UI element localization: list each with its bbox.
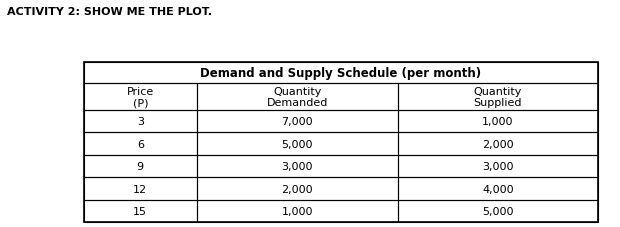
Text: 5,000: 5,000	[281, 139, 313, 149]
Text: market. Analyze and explain the graph/s with at least 100 words.: market. Analyze and explain the graph/s …	[7, 49, 372, 59]
Text: 3,000: 3,000	[482, 161, 514, 171]
Text: (P): (P)	[133, 98, 148, 108]
Text: Demanded: Demanded	[267, 98, 328, 108]
Text: 1,000: 1,000	[281, 206, 313, 216]
Text: 6: 6	[137, 139, 144, 149]
Text: Quantity: Quantity	[273, 86, 321, 96]
Text: 2,000: 2,000	[482, 139, 514, 149]
Text: 2,000: 2,000	[281, 184, 313, 194]
Text: Supplied: Supplied	[474, 98, 522, 108]
Text: 12: 12	[133, 184, 148, 194]
Text: ACTIVITY 2: SHOW ME THE PLOT.: ACTIVITY 2: SHOW ME THE PLOT.	[7, 7, 213, 17]
Text: 3: 3	[137, 116, 144, 126]
Text: 9: 9	[137, 161, 144, 171]
Text: 4,000: 4,000	[482, 184, 514, 194]
Text: ACTIVITY 2: SHOW ME THE PLOT.: ACTIVITY 2: SHOW ME THE PLOT.	[7, 7, 213, 17]
Text: 15: 15	[133, 206, 148, 216]
Text: Plot the following demand and supply schedule of Product A in the: Plot the following demand and supply sch…	[213, 7, 587, 17]
Text: Price: Price	[126, 86, 154, 96]
Text: 1,000: 1,000	[482, 116, 514, 126]
Text: Quantity: Quantity	[474, 86, 522, 96]
Text: 3,000: 3,000	[281, 161, 313, 171]
Text: Demand and Supply Schedule (per month): Demand and Supply Schedule (per month)	[200, 67, 482, 79]
Text: 5,000: 5,000	[482, 206, 514, 216]
Text: 7,000: 7,000	[281, 116, 313, 126]
